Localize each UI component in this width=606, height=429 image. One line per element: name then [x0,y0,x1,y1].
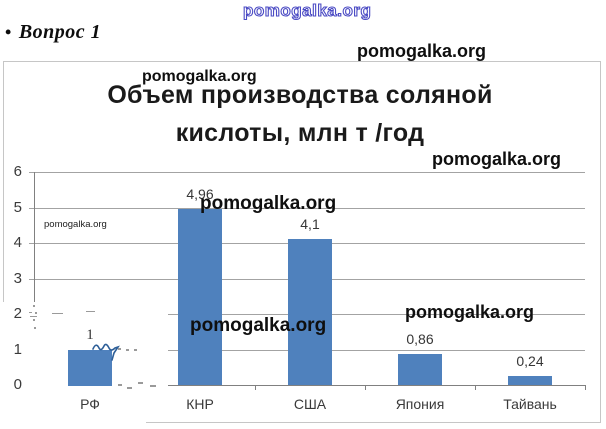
x-axis-tick [255,385,256,390]
x-axis-line [168,385,585,386]
x-axis-label: Тайвань [503,396,557,412]
erase-artifact [118,348,121,350]
chart-border-top [3,61,601,62]
erase-artifact [35,312,37,314]
watermark-pomogalka: pomogalka.org [357,41,487,61]
bar [398,354,442,385]
question-title: Вопрос 1 [18,21,102,43]
y-axis-label: 5 [13,199,22,216]
bar [178,209,222,385]
chart-border-bottom [146,422,601,423]
x-axis-label: США [293,396,327,412]
gridline [168,314,585,315]
chart-title-line1: Объем производства соляной [107,81,493,109]
y-axis-label: 3 [13,270,22,287]
gridline [168,350,585,351]
erase-artifact [29,312,32,313]
watermark-pomogalka: pomogalka.org [432,149,562,169]
watermark-pomogalka: pomogalka.org [190,315,327,336]
watermark-pomogalka: pomogalka.org [200,193,337,214]
x-axis-tick [475,385,476,390]
y-axis-line [34,172,35,302]
erase-artifact [127,387,132,389]
chart-title-line2: кислоты, млн т /год [175,119,425,147]
watermark-pomogalka: pomogalka.org [242,0,372,20]
chart-border-right [600,61,601,423]
bullet-marker: • [5,22,12,42]
gridline [29,172,585,173]
y-axis-label: 6 [13,163,22,180]
erase-artifact [33,319,35,321]
x-axis-tick [585,385,586,390]
bar-value-label: 4,1 [300,216,320,232]
erase-artifact [138,382,143,384]
watermark-pomogalka: pomogalka.org [44,219,107,230]
y-axis-label: 0 [13,376,22,393]
chart-border-left [3,61,4,302]
watermark-pomogalka: pomogalka.org [142,68,257,85]
bar-value-label: 4,96 [186,186,214,202]
pen-scribble [92,343,120,361]
erase-artifact [34,327,36,329]
x-axis-tick [365,385,366,390]
y-axis-label: 1 [13,341,22,358]
erase-artifact [150,385,156,387]
erase-artifact [86,311,95,312]
bar [68,350,112,386]
erase-artifact [33,305,35,307]
y-axis-label: 2 [13,305,22,322]
erase-artifact [118,384,122,386]
watermark-pomogalka: pomogalka.org [405,302,535,322]
bar [508,376,552,385]
x-axis-label: РФ [80,396,100,412]
y-axis-label: 4 [13,234,22,251]
erase-artifact [52,313,63,314]
x-axis-label: КНР [186,396,214,412]
bar-value-label: 1 [86,327,94,343]
erase-artifact [134,349,137,351]
erase-artifact [126,349,129,351]
chart-title: Объем производства соляной кислоты, млн … [20,76,580,152]
bar-value-label: 0,24 [516,353,544,369]
gridline [29,208,585,209]
x-axis-label: Япония [395,396,445,412]
bar-value-label: 0,86 [406,331,434,347]
erase-artifact [30,316,37,317]
question-heading: • Вопрос 1 [5,21,101,44]
bar [288,239,332,385]
